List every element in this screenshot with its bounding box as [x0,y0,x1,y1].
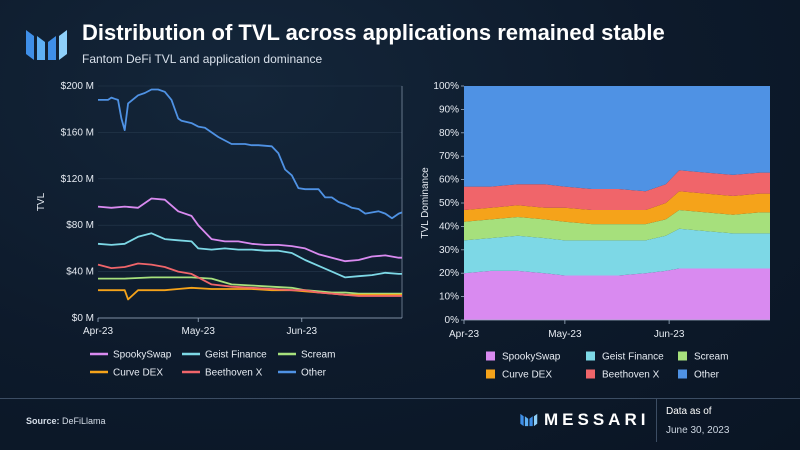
area-curve-dex [464,191,770,225]
tvl-legend: SpookySwap Geist Finance Scream Curve DEX Be… [90,350,335,379]
legend-swatch-other [678,369,687,379]
y-tick-label: 100% [433,81,459,92]
source-note: Source: DeFiLlama [26,416,106,426]
series-line-spookyswap [97,197,402,263]
asof-date: June 30, 2023 [666,425,730,436]
y-tick-label: 50% [439,198,459,209]
legend-label-scream: Scream [694,352,728,363]
y-tick-label: 10% [439,292,459,303]
y-tick-label: $40 M [66,267,94,278]
legend-swatch-geist-finance [586,351,595,361]
page-title: Distribution of TVL across applications … [82,20,665,45]
dominance-area-chart: 0% 10% 20% 30% 40% 50% 60% 70% 80% 90% 100% Apr-23 M… [420,81,770,340]
area-beethoven-x [464,170,770,210]
area-spookyswap [464,268,770,320]
legend-label-spookyswap: SpookySwap [502,352,561,363]
brand-icon [520,413,538,427]
y-tick-label: 20% [439,268,459,279]
legend-swatch-curve-dex [486,369,495,379]
y-tick-label: $160 M [61,127,94,138]
charts-canvas: $0 M $40 M $80 M $120 M $160 M $200 M Apr-23 Ma… [36,81,770,381]
y-axis-title: TVL [36,192,47,211]
y-tick-label: 90% [439,104,459,115]
footer-divider [0,398,800,399]
series-line-other [98,88,403,220]
series-line-geist-finance [97,232,402,279]
area-geist-finance [464,228,770,276]
y-tick-label: 0% [445,315,460,326]
y-tick-label: $80 M [66,220,94,231]
series-line-beethoven-x [97,262,402,297]
tvl-line-chart: $0 M $40 M $80 M $120 M $160 M $200 M Apr-23 Ma… [36,81,403,337]
y-tick-label: $200 M [61,81,94,92]
legend-label-spookyswap: SpookySwap [113,350,172,361]
legend-label-scream: Scream [301,350,335,361]
area-scream [464,210,770,241]
legend-label-beethoven-x: Beethoven X [602,370,660,381]
footer-vertical-divider [656,398,657,442]
legend-label-other: Other [301,368,327,379]
legend-label-curve-dex: Curve DEX [113,368,163,379]
y-axis-title: TVL Dominance [420,167,431,239]
legend-label-beethoven-x: Beethoven X [205,368,263,379]
dominance-legend: SpookySwap Geist Finance Scream Curve DEX Be… [486,351,728,381]
legend-swatch-scream [678,351,687,361]
y-tick-label: 30% [439,245,459,256]
legend-label-curve-dex: Curve DEX [502,370,552,381]
y-tick-label: 80% [439,128,459,139]
brand-wordmark: MESSARI [544,410,650,429]
y-tick-label: 40% [439,221,459,232]
legend-label-geist-finance: Geist Finance [205,350,267,361]
x-tick-label: May-23 [182,326,216,337]
y-tick-label: 60% [439,175,459,186]
brand-mark: MESSARI [520,408,649,432]
y-tick-label: $120 M [61,174,94,185]
x-tick-label: Apr-23 [83,326,113,337]
asof-label: Data as of [666,406,712,417]
legend-swatch-beethoven-x [586,369,595,379]
series-line-scream [98,276,402,295]
y-tick-label: $0 M [72,313,94,324]
legend-swatch-spookyswap [486,351,495,361]
x-tick-label: May-23 [548,329,582,340]
page-subtitle: Fantom DeFi TVL and application dominanc… [82,52,323,66]
area-other [464,86,770,192]
x-tick-label: Jun-23 [654,329,685,340]
legend-label-geist-finance: Geist Finance [602,352,664,363]
messari-logo-icon [26,30,67,60]
x-tick-label: Apr-23 [449,329,479,340]
y-tick-label: 70% [439,151,459,162]
x-tick-label: Jun-23 [286,326,317,337]
legend-label-other: Other [694,370,720,381]
